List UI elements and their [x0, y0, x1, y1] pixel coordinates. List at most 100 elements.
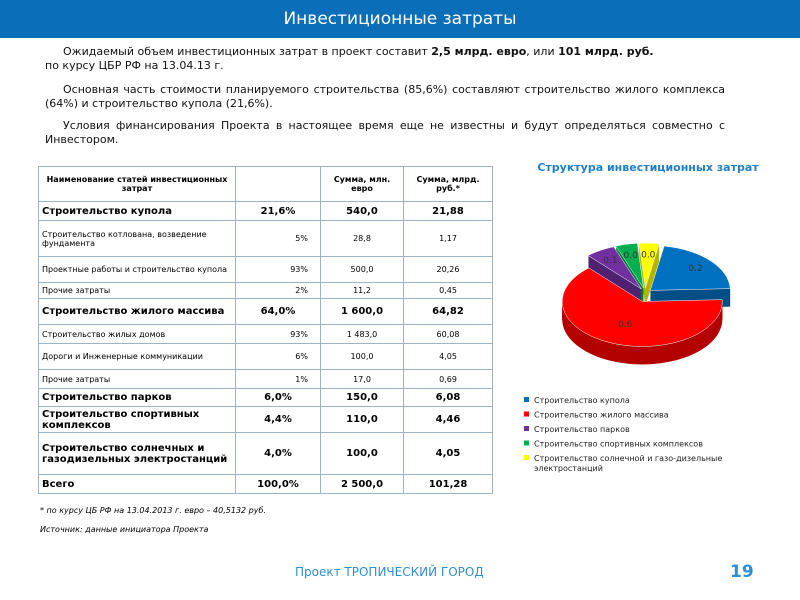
table-cell: 6,0% — [235, 388, 321, 407]
source: Источник: данные инициатора Проекта — [40, 525, 209, 534]
text-run: 2,5 млрд. евро — [431, 45, 527, 58]
table-cell: 93% — [235, 324, 321, 344]
table-cell: 100,0% — [235, 474, 321, 494]
table-cell: Прочие затраты — [38, 282, 236, 299]
slice — [562, 267, 723, 347]
table-cell: 4,0% — [235, 432, 321, 475]
legend-label: Строительство спортивных комплексов — [534, 440, 703, 449]
table-cell: 1 600,0 — [320, 298, 404, 325]
table-cell: 20,26 — [403, 256, 493, 283]
table-cell: Строительство спортивных комплексов — [38, 406, 236, 433]
table-row: Прочие затраты 1% 17,0 0,69 — [38, 369, 493, 389]
footnote: * по курсу ЦБ РФ на 13.04.2013 г. евро –… — [40, 506, 266, 515]
slice — [615, 243, 644, 289]
table-row: Дороги и Инженерные коммуникации 6% 100,0 4… — [38, 343, 493, 370]
text-run: 101 млрд. руб. — [558, 45, 654, 58]
table-cell: 100,0 — [320, 432, 404, 475]
table-cell: Прочие затраты — [38, 369, 236, 389]
table-cell: 540,0 — [320, 201, 404, 221]
table-cell: 0,45 — [403, 282, 493, 299]
data-label: 0.0 — [641, 250, 656, 260]
table-row: Строительство спортивных комплексов 4,4% 1… — [38, 406, 493, 433]
table-cell: 93% — [235, 256, 321, 283]
table-cell: 0,69 — [403, 369, 493, 389]
table-cell: 17,0 — [320, 369, 404, 389]
table-cell: Строительство котлована, возведение фунд… — [38, 220, 236, 257]
table-cell: 28,8 — [320, 220, 404, 257]
table-cell: 150,0 — [320, 388, 404, 407]
footer-project: Проект ТРОПИЧЕСКИЙ ГОРОД — [295, 565, 484, 579]
table-row: Всего 100,0% 2 500,0 101,28 — [38, 474, 493, 494]
table-cell: 2% — [235, 282, 321, 299]
table-cell: 1% — [235, 369, 321, 389]
legend-label: Строительство солнечной и газо-дизельные… — [534, 454, 722, 473]
legend-label: Строительство жилого массива — [534, 411, 669, 420]
table-cell: 1 483,0 — [320, 324, 404, 344]
table-cell: 6% — [235, 343, 321, 370]
table-cell: 6,08 — [403, 388, 493, 407]
header-cell: Сумма, млн. евро — [320, 166, 404, 202]
table-cell: 2 500,0 — [320, 474, 404, 494]
data-label: 0.6 — [618, 320, 633, 330]
header-cell — [235, 166, 321, 202]
table-row: Прочие затраты 2% 11,2 0,45 — [38, 282, 493, 299]
legend-swatch — [524, 426, 529, 431]
slice — [649, 245, 731, 291]
table-cell: 500,0 — [320, 256, 404, 283]
table-cell: Строительство солнечных и газодизельных … — [38, 432, 236, 475]
legend-swatch — [524, 411, 529, 417]
table-cell: Строительство жилого массива — [38, 298, 236, 325]
table-cell: 11,2 — [320, 282, 404, 299]
table-cell: 4,4% — [235, 406, 321, 433]
table-row: Строительство жилого массива 64,0% 1 600,0… — [38, 298, 493, 325]
slice — [638, 242, 660, 289]
chart-title: Структура инвестиционных затрат — [537, 161, 759, 174]
data-label: 0.2 — [688, 264, 702, 274]
data-label: 0.0 — [624, 251, 639, 261]
legend-label: Строительство купола — [534, 396, 630, 405]
table-row: Строительство жилых домов 93% 1 483,0 60,08 — [38, 324, 493, 344]
table-cell: Всего — [38, 474, 236, 494]
table-cell: 100,0 — [320, 343, 404, 370]
legend-swatch — [524, 455, 529, 460]
table-row: Строительство парков 6,0% 150,0 6,08 — [38, 388, 493, 407]
text-run: по курсу ЦБР РФ на 13.04.13 г. — [45, 59, 224, 72]
table-cell: 1,17 — [403, 220, 493, 257]
paragraph: Условия финансирования Проекта в настоящ… — [45, 119, 725, 147]
slice — [587, 246, 642, 290]
table-cell: 21,88 — [403, 201, 493, 221]
table-row: Проектные работы и строительство купола 9… — [38, 256, 493, 283]
table-row: Строительство котлована, возведение фунд… — [38, 220, 493, 257]
table-row: Строительство солнечных и газодизельных … — [38, 432, 493, 475]
table-cell: 110,0 — [320, 406, 404, 433]
legend-swatch — [524, 440, 529, 446]
table-cell: Строительство купола — [38, 201, 236, 221]
table-cell: Строительство жилых домов — [38, 324, 236, 344]
cost-table: Наименование статей инвестиционных затра… — [38, 166, 493, 494]
header-cell: Наименование статей инвестиционных затра… — [38, 166, 236, 202]
table-row: Строительство купола 21,6% 540,0 21,88 — [38, 201, 493, 221]
table-cell: Дороги и Инженерные коммуникации — [38, 343, 236, 370]
table-cell: 5% — [235, 220, 321, 257]
text-run: Ожидаемый объем инвестиционных затрат в … — [63, 45, 432, 58]
pie-chart: Структура инвестиционных затрат 0.2 0.6 0.… — [524, 161, 759, 473]
header-cell: Сумма, млрд. руб.* — [403, 166, 493, 202]
table-cell: 21,6% — [235, 201, 321, 221]
table-cell: 4,05 — [403, 343, 493, 370]
table-cell: 64,82 — [403, 298, 493, 325]
table-cell: 4,46 — [403, 406, 493, 433]
table-cell: Строительство парков — [38, 388, 236, 407]
table-cell: 101,28 — [403, 474, 493, 494]
page-number: 19 — [730, 562, 754, 582]
data-label: 0.1 — [603, 256, 617, 266]
table-cell: Проектные работы и строительство купола — [38, 256, 236, 283]
text-run: Основная часть стоимости планируемого ст… — [45, 83, 725, 110]
table-cell: 4,05 — [403, 432, 493, 475]
text-run: Условия финансирования Проекта в настоящ… — [45, 119, 725, 146]
legend-swatch — [524, 397, 529, 402]
slide-title: Инвестиционные затраты — [0, 0, 800, 38]
paragraph: Основная часть стоимости планируемого ст… — [45, 83, 725, 111]
table-cell: 60,08 — [403, 324, 493, 344]
paragraph: Ожидаемый объем инвестиционных затрат в … — [45, 45, 725, 73]
